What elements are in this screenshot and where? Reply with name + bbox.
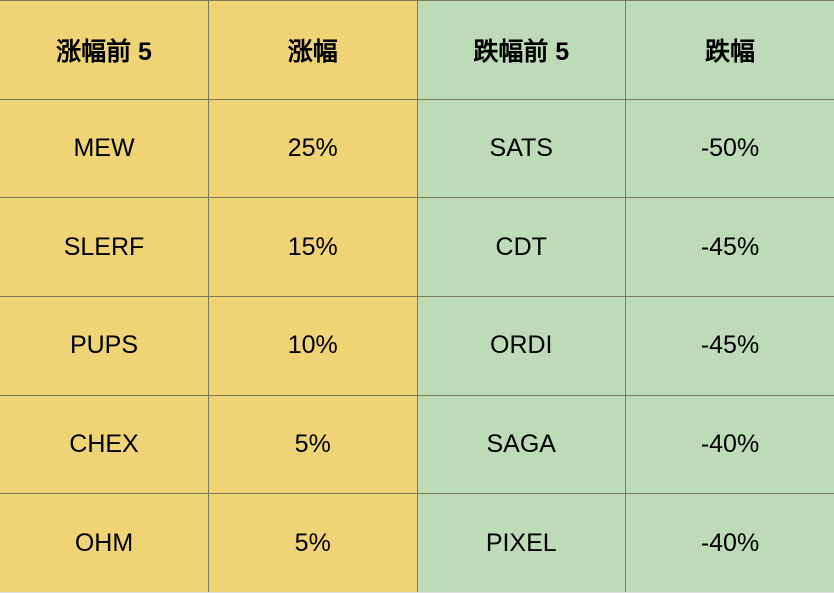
- table-row: CHEX 5% SAGA -40%: [0, 395, 834, 494]
- loss-name: ORDI: [417, 296, 626, 395]
- col-header-gain-name: 涨幅前 5: [0, 1, 209, 100]
- col-header-gain-pct: 涨幅: [209, 1, 418, 100]
- table-row: SLERF 15% CDT -45%: [0, 198, 834, 297]
- loss-pct: -40%: [626, 395, 834, 494]
- loss-pct: -50%: [626, 99, 834, 198]
- table-row: MEW 25% SATS -50%: [0, 99, 834, 198]
- col-header-loss-name: 跌幅前 5: [417, 1, 626, 100]
- gain-pct: 5%: [209, 395, 418, 494]
- gain-name: MEW: [0, 99, 209, 198]
- gain-pct: 5%: [209, 494, 418, 593]
- gain-name: PUPS: [0, 296, 209, 395]
- table-row: OHM 5% PIXEL -40%: [0, 494, 834, 593]
- gain-loss-table: 涨幅前 5 涨幅 跌幅前 5 跌幅 MEW 25% SATS -50% SLER…: [0, 0, 834, 593]
- gain-name: CHEX: [0, 395, 209, 494]
- table-header-row: 涨幅前 5 涨幅 跌幅前 5 跌幅: [0, 1, 834, 100]
- loss-pct: -45%: [626, 198, 834, 297]
- loss-name: SAGA: [417, 395, 626, 494]
- table-row: PUPS 10% ORDI -45%: [0, 296, 834, 395]
- gain-pct: 15%: [209, 198, 418, 297]
- loss-pct: -40%: [626, 494, 834, 593]
- loss-name: PIXEL: [417, 494, 626, 593]
- loss-pct: -45%: [626, 296, 834, 395]
- gain-pct: 10%: [209, 296, 418, 395]
- gain-name: SLERF: [0, 198, 209, 297]
- gain-pct: 25%: [209, 99, 418, 198]
- gain-name: OHM: [0, 494, 209, 593]
- loss-name: SATS: [417, 99, 626, 198]
- loss-name: CDT: [417, 198, 626, 297]
- col-header-loss-pct: 跌幅: [626, 1, 834, 100]
